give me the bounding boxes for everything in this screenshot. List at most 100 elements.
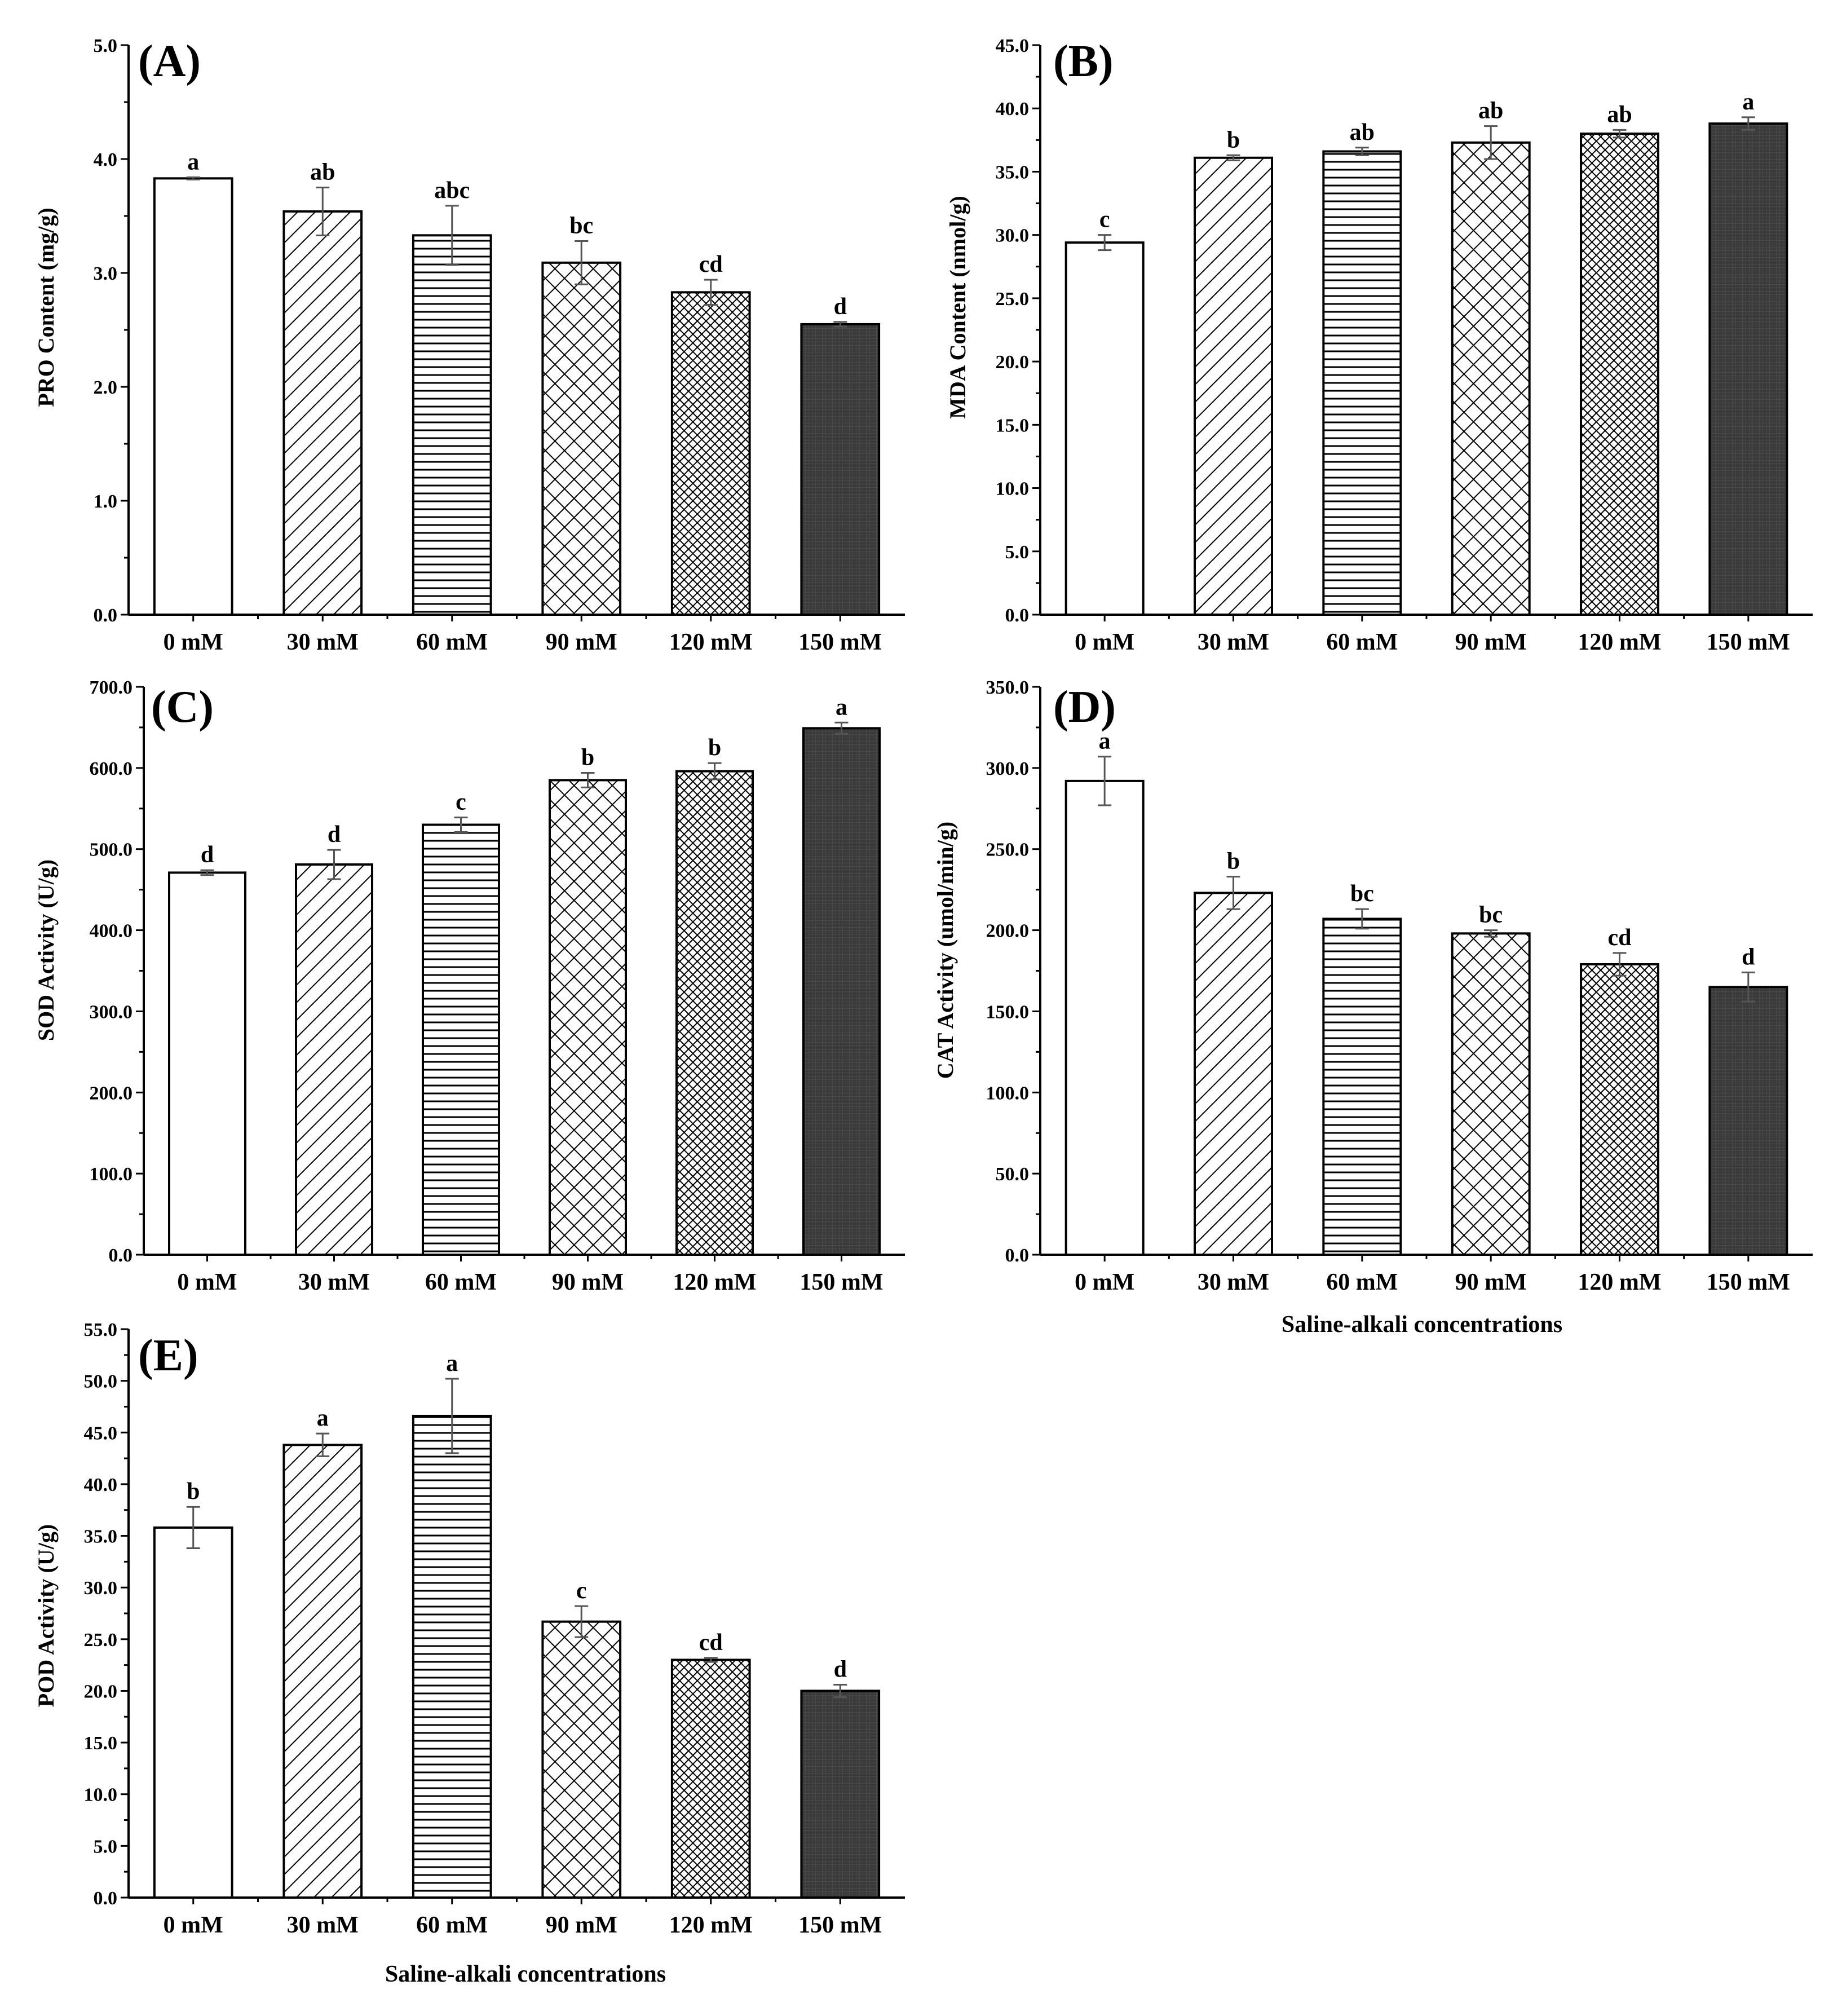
bar-A (282, 210, 363, 616)
category-label-A: 150 mM (798, 629, 882, 655)
significance-letter-C: b (708, 735, 721, 761)
y-tick-label-D: 200.0 (986, 921, 1030, 942)
y-tick-label-D: 100.0 (986, 1083, 1030, 1104)
y-tick-label-A: 1.0 (94, 491, 118, 512)
panel-C: (C) SOD Activity (U/g) 0.0 100.0 200.0 300.… (33, 677, 905, 1295)
significance-letter-D: a (1099, 729, 1111, 755)
significance-letter-A: abc (434, 178, 470, 204)
significance-letter-C: b (581, 744, 594, 770)
significance-letter-C: a (836, 694, 847, 720)
y-tick-label-E: 40.0 (84, 1475, 118, 1496)
y-tick-label-B: 35.0 (996, 162, 1030, 183)
y-tick-label-E: 55.0 (84, 1320, 118, 1340)
plot-area-C: 0.0 100.0 200.0 300.0 400.0 500.0 600.0 700.0 d 0… (90, 677, 905, 1295)
significance-letter-D: cd (1608, 925, 1632, 951)
bar-D (1064, 779, 1145, 1256)
y-axis-title-A: PRO Content (mg/g) (33, 208, 59, 407)
y-tick-label-C: 400.0 (90, 921, 133, 942)
bar-B (1708, 122, 1788, 616)
bar-A (800, 323, 881, 616)
category-label-A: 60 mM (416, 629, 488, 655)
bar-B (1451, 141, 1531, 616)
category-label-C: 90 mM (552, 1269, 624, 1295)
y-tick-label-E: 20.0 (84, 1681, 118, 1702)
category-label-E: 60 mM (416, 1912, 488, 1938)
category-label-C: 0 mM (177, 1269, 237, 1295)
panel-B: (B) MDA Content (nmol/g) 0.0 5.0 10.0 15.0 2… (945, 36, 1813, 655)
y-tick-label-C: 500.0 (90, 840, 133, 861)
y-axis-title-B: MDA Content (nmol/g) (945, 196, 970, 419)
significance-letter-A: a (187, 149, 199, 175)
category-label-A: 30 mM (287, 629, 359, 655)
y-tick-label-B: 5.0 (1005, 542, 1030, 563)
bar-E (800, 1689, 881, 1899)
category-label-D: 60 mM (1326, 1269, 1398, 1295)
y-tick-label-B: 10.0 (996, 479, 1030, 500)
y-tick-label-E: 0.0 (94, 1888, 118, 1909)
y-axis-title-C: SOD Activity (U/g) (33, 859, 59, 1041)
plot-area-D: 0.0 50.0 100.0 150.0 200.0 250.0 300.0 350.0 a 0 … (986, 677, 1813, 1295)
category-label-D: 150 mM (1707, 1269, 1790, 1295)
y-tick-label-B: 25.0 (996, 289, 1030, 310)
panel-A: (A) PRO Content (mg/g) 0.0 1.0 2.0 3.0 4.0 5.… (33, 36, 905, 655)
significance-letter-A: bc (569, 213, 593, 239)
panel-label-A: (A) (138, 37, 201, 86)
significance-letter-A: d (834, 294, 847, 320)
panel-label-E: (E) (138, 1331, 198, 1380)
bar-A (412, 234, 492, 616)
y-tick-label-E: 25.0 (84, 1630, 118, 1651)
significance-letter-C: d (328, 822, 341, 848)
significance-letter-D: b (1227, 849, 1240, 875)
y-tick-label-E: 15.0 (84, 1733, 118, 1754)
y-tick-label-B: 45.0 (996, 36, 1030, 56)
bar-D (1580, 963, 1659, 1256)
y-tick-label-B: 40.0 (996, 99, 1030, 120)
significance-letter-E: d (834, 1656, 847, 1682)
category-label-B: 0 mM (1075, 629, 1134, 655)
category-label-B: 150 mM (1707, 629, 1790, 655)
category-label-C: 30 mM (298, 1269, 370, 1295)
y-tick-label-A: 5.0 (94, 36, 118, 56)
bar-E (412, 1414, 492, 1899)
bar-A (670, 291, 751, 616)
plot-area-B: 0.0 5.0 10.0 15.0 20.0 25.0 30.0 35.0 40.0 45.0 c 0… (996, 36, 1813, 655)
y-tick-label-E: 5.0 (94, 1836, 118, 1857)
category-label-D: 30 mM (1198, 1269, 1269, 1295)
y-tick-label-E: 35.0 (84, 1527, 118, 1547)
significance-letter-D: bc (1479, 902, 1503, 928)
panel-label-B: (B) (1053, 37, 1114, 86)
plot-area-A: 0.0 1.0 2.0 3.0 4.0 5.0 a 0 mM ab 30 mM abc 60 mM bc… (94, 36, 905, 655)
y-tick-label-E: 10.0 (84, 1785, 118, 1806)
y-tick-label-A: 4.0 (94, 149, 118, 170)
bar-E (153, 1526, 233, 1899)
significance-letter-A: cd (699, 252, 723, 277)
y-tick-label-D: 0.0 (1005, 1245, 1030, 1266)
y-tick-label-D: 350.0 (986, 677, 1030, 698)
y-tick-label-C: 200.0 (90, 1083, 133, 1104)
category-label-C: 60 mM (425, 1269, 497, 1295)
significance-letter-D: d (1742, 944, 1755, 970)
category-label-E: 90 mM (546, 1912, 617, 1938)
bar-E (541, 1620, 622, 1899)
y-tick-label-C: 300.0 (90, 1002, 133, 1022)
bar-E (282, 1444, 363, 1899)
bar-B (1194, 156, 1273, 616)
y-tick-label-E: 30.0 (84, 1578, 118, 1599)
bar-E (670, 1658, 751, 1899)
bar-C (675, 770, 754, 1256)
bar-D (1322, 917, 1402, 1256)
y-tick-label-E: 50.0 (84, 1371, 118, 1392)
y-tick-label-B: 0.0 (1005, 605, 1030, 626)
plot-area-E: 0.0 5.0 10.0 15.0 20.0 25.0 30.0 35.0 40.0 45.0 50… (84, 1320, 905, 1938)
category-label-E: 30 mM (287, 1912, 359, 1938)
significance-letter-E: a (317, 1405, 329, 1431)
category-label-D: 120 mM (1578, 1269, 1661, 1295)
panel-E: (E) POD Activity (U/g) Saline-alkali con… (33, 1320, 905, 1987)
significance-letter-B: b (1227, 127, 1240, 153)
significance-letter-B: ab (1350, 120, 1375, 145)
significance-letter-B: ab (1478, 98, 1503, 124)
bar-A (541, 261, 622, 616)
category-label-D: 90 mM (1455, 1269, 1527, 1295)
y-tick-label-B: 30.0 (996, 226, 1030, 246)
